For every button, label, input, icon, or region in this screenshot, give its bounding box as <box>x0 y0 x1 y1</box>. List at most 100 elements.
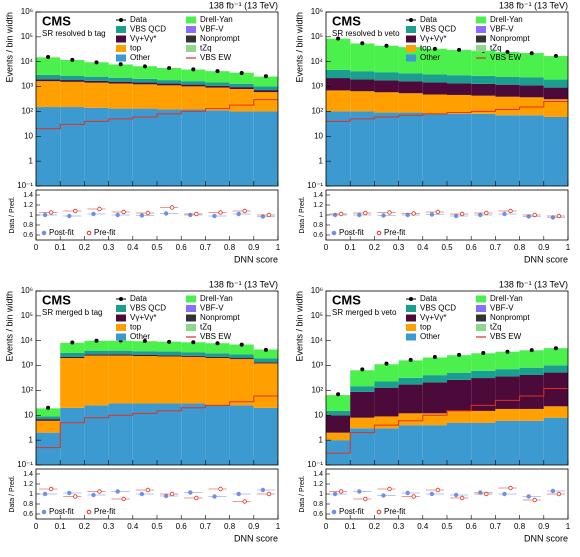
stack-bar <box>60 356 85 358</box>
stack-bar <box>543 116 568 186</box>
y-tick-label: 10³ <box>21 361 33 370</box>
stack-bar <box>326 410 351 416</box>
stack-bar <box>108 77 133 82</box>
stack-bar <box>253 363 278 408</box>
x-tick-label: 0.9 <box>248 243 260 252</box>
stack-bar <box>205 82 230 86</box>
legend-marker <box>186 305 196 312</box>
ratio-point <box>532 497 537 503</box>
panel: 10⁻¹ 1 10 10² 10³ 10⁴ 10⁵ 10⁶ 0.6 0.8 1 1.2 1.4 0 0.1 0… <box>4 279 280 543</box>
stack-bar <box>447 75 472 84</box>
ratio-legend-marker <box>376 230 382 236</box>
stack-bar <box>229 111 254 186</box>
stack-bar <box>519 115 544 186</box>
stack-bar <box>253 358 278 363</box>
ratio-point <box>139 491 145 497</box>
ratio-point <box>236 211 241 217</box>
stack-bar <box>471 95 496 114</box>
stack-bar <box>108 340 133 351</box>
ratio-point <box>332 491 338 497</box>
legend-label: VBF-V <box>200 304 224 313</box>
ratio-legend-marker <box>376 509 382 515</box>
ratio-point <box>338 211 344 217</box>
ratio-y-tick-label: 1.4 <box>313 192 323 199</box>
stack-bar <box>326 38 351 70</box>
legend-label: VBS QCD <box>420 25 456 34</box>
stack-bar <box>398 93 423 113</box>
experiment: CMS <box>332 292 361 307</box>
stack-bar <box>326 78 351 91</box>
legend-label: tZq <box>200 323 212 332</box>
ratio-point <box>556 213 562 219</box>
stack-bar <box>60 81 85 108</box>
ratio-point <box>429 212 435 217</box>
legend-label: Nonprompt <box>200 34 240 43</box>
x-tick-label: 0.9 <box>538 522 550 531</box>
legend-label: VBF-V <box>200 25 224 34</box>
x-tick-label: 0.8 <box>514 243 526 252</box>
stack-bar <box>253 92 278 112</box>
ratio-point <box>532 212 537 218</box>
experiment: CMS <box>332 13 361 28</box>
stack-bar <box>398 413 423 426</box>
y-tick-label: 1 <box>319 156 324 165</box>
stack-bar <box>157 403 182 465</box>
legend-marker <box>406 305 416 312</box>
data-point <box>408 357 413 362</box>
data-point <box>360 41 365 46</box>
y-tick-label: 10² <box>311 107 323 116</box>
stack-bar <box>543 417 568 465</box>
stack-bar <box>422 382 447 414</box>
ratio-point <box>42 491 48 497</box>
stack-bar <box>543 372 568 407</box>
ratio-y-tick-label: 0.6 <box>313 232 323 239</box>
stack-bar <box>36 79 61 82</box>
legend-marker <box>406 35 416 43</box>
stack-bar <box>36 408 61 417</box>
legend-label: Data <box>420 15 437 24</box>
legend-label: Nonprompt <box>490 34 530 43</box>
x-tick-label: 0.8 <box>514 522 526 531</box>
data-point <box>191 340 196 345</box>
stack-bar <box>108 350 133 355</box>
stack-bar <box>495 84 520 97</box>
legend-label: Drell-Yan <box>490 294 523 303</box>
stack-bar <box>157 351 182 356</box>
ratio-y-tick-label: 1 <box>319 491 323 498</box>
x-tick-label: 0.5 <box>151 522 163 531</box>
legend-label: tZq <box>490 323 502 332</box>
y-tick-label: 10³ <box>311 361 323 370</box>
stack-bar <box>350 417 375 429</box>
signal-line <box>36 395 278 449</box>
legend-marker <box>116 333 126 341</box>
data-point <box>457 352 462 357</box>
stack-bar <box>422 113 447 186</box>
ratio-y-tick-label: 1.2 <box>313 481 323 488</box>
x-tick-label: 0.8 <box>224 243 236 252</box>
ratio-point <box>363 210 368 216</box>
legend-marker <box>116 54 126 62</box>
stack-bar <box>253 111 278 186</box>
x-tick-label: 1 <box>566 522 571 531</box>
legend-marker <box>406 26 416 33</box>
legend-marker <box>186 16 196 24</box>
stack-bar <box>205 356 230 358</box>
ratio-point <box>459 211 465 217</box>
stack-bar <box>36 107 61 186</box>
panel: 10⁻¹ 1 10 10² 10³ 10⁴ 10⁵ 10⁶ 0.6 0.8 1 1.2 1.4 0 0.1 0… <box>4 0 280 264</box>
legend-label: VBS EW <box>490 332 522 341</box>
legend-marker <box>406 314 416 322</box>
stack-bar <box>519 97 544 116</box>
ratio-point <box>236 491 241 497</box>
stack-bar <box>181 342 206 353</box>
stack-bar <box>60 342 85 353</box>
stack-bar <box>326 90 351 112</box>
stack-bar <box>374 72 399 81</box>
ratio-point <box>97 489 102 494</box>
legend-marker <box>119 297 123 301</box>
legend-label: VBS QCD <box>420 304 456 313</box>
legend-label: Other <box>420 332 440 341</box>
x-tick-label: 0.1 <box>55 243 67 252</box>
ratio-point <box>508 485 513 491</box>
stack-bar <box>543 348 568 366</box>
